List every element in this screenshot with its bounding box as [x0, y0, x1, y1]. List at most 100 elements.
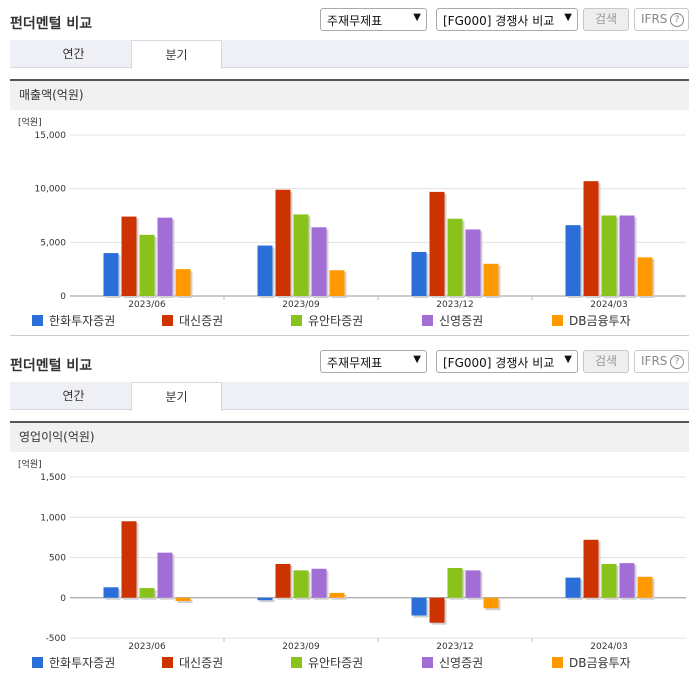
bar[interactable] — [619, 563, 635, 598]
bar[interactable] — [619, 215, 635, 297]
legend-swatch — [552, 657, 563, 668]
fundamental-panel-operating-profit: 펀더멘털 비교 주재무제표 ▼ [FG000] 경쟁사 비교 ▼ 검색 IFRS? … — [0, 342, 696, 684]
tab-annual[interactable]: 연간 — [62, 389, 85, 403]
panel-header: 펀더멘털 비교 주재무제표 ▼ [FG000] 경쟁사 비교 ▼ 검색 IFRS? — [0, 342, 696, 382]
tab-quarter[interactable]: 분기 — [131, 40, 222, 69]
peer-group-select[interactable]: [FG000] 경쟁사 비교 ▼ — [436, 350, 578, 373]
peer-group-select-value: [FG000] 경쟁사 비교 — [443, 14, 555, 28]
bar[interactable] — [447, 218, 463, 296]
legend-label: 신영증권 — [439, 314, 484, 328]
legend-item[interactable]: 유안타증권 — [291, 312, 363, 329]
chevron-down-icon: ▼ — [413, 354, 421, 365]
peer-group-select-value: [FG000] 경쟁사 비교 — [443, 356, 555, 370]
statement-select-value: 주재무제표 — [327, 14, 383, 28]
legend-item[interactable]: 신영증권 — [422, 654, 483, 671]
bar[interactable] — [429, 191, 445, 296]
legend-item[interactable]: 한화투자증권 — [32, 654, 115, 671]
bar[interactable] — [311, 227, 327, 296]
tab-annual[interactable]: 연간 — [62, 47, 85, 61]
chevron-down-icon: ▼ — [564, 12, 572, 23]
peer-group-select[interactable]: [FG000] 경쟁사 비교 ▼ — [436, 8, 578, 31]
bar[interactable] — [175, 597, 191, 601]
legend-item[interactable]: DB금융투자 — [552, 654, 631, 671]
y-tick-label: 1,000 — [40, 513, 66, 523]
bar[interactable] — [157, 552, 173, 598]
x-tick-label: 2023/12 — [436, 300, 473, 309]
x-tick-label: 2023/12 — [436, 642, 473, 651]
chevron-down-icon: ▼ — [564, 354, 572, 365]
legend-label: 유안타증권 — [308, 656, 364, 670]
bar[interactable] — [121, 521, 137, 598]
bar-shadow — [177, 599, 193, 603]
bar[interactable] — [293, 214, 309, 296]
bar[interactable] — [411, 251, 427, 296]
bar[interactable] — [637, 257, 653, 296]
legend-swatch — [32, 315, 43, 326]
bar[interactable] — [275, 189, 291, 296]
bar[interactable] — [565, 577, 581, 598]
legend-label: 한화투자증권 — [49, 314, 116, 328]
tab-quarter[interactable]: 분기 — [131, 382, 222, 411]
statement-select[interactable]: 주재무제표 ▼ — [320, 350, 427, 373]
help-icon[interactable]: ? — [670, 355, 684, 369]
search-button[interactable]: 검색 — [583, 8, 629, 31]
bar[interactable] — [329, 592, 345, 598]
bar[interactable] — [465, 229, 481, 296]
legend-label: 유안타증권 — [308, 314, 364, 328]
bar[interactable] — [139, 588, 155, 598]
x-tick-label: 2024/03 — [590, 300, 627, 309]
bar[interactable] — [465, 570, 481, 598]
bar[interactable] — [293, 570, 309, 598]
y-unit-label: [억원] — [18, 116, 42, 128]
legend-item[interactable]: 대신증권 — [162, 654, 223, 671]
legend-label: 대신증권 — [179, 656, 224, 670]
legend-item[interactable]: 한화투자증권 — [32, 312, 115, 329]
bar[interactable] — [103, 587, 119, 598]
legend-swatch — [32, 657, 43, 668]
legend-swatch — [291, 657, 302, 668]
statement-select[interactable]: 주재무제표 ▼ — [320, 8, 427, 31]
help-icon[interactable]: ? — [670, 13, 684, 27]
search-button[interactable]: 검색 — [583, 350, 629, 373]
bar[interactable] — [601, 563, 617, 598]
y-tick-label: 5,000 — [40, 238, 66, 248]
bar[interactable] — [257, 597, 273, 601]
bar[interactable] — [329, 270, 345, 296]
bar[interactable] — [139, 234, 155, 296]
legend-item[interactable]: 유안타증권 — [291, 654, 363, 671]
legend-swatch — [291, 315, 302, 326]
bar[interactable] — [311, 568, 327, 598]
legend-item[interactable]: 신영증권 — [422, 312, 483, 329]
legend-swatch — [162, 315, 173, 326]
legend-item[interactable]: 대신증권 — [162, 312, 223, 329]
bar[interactable] — [583, 181, 599, 296]
legend-item[interactable]: DB금융투자 — [552, 312, 631, 329]
bar[interactable] — [157, 217, 173, 296]
bar[interactable] — [583, 539, 599, 598]
panel-title: 펀더멘털 비교 — [10, 16, 93, 32]
operating-profit-bar-chart: [억원] 1,500 1,000 500 0 -500 2023/06 2023/09 2023… — [18, 458, 686, 651]
legend-swatch — [552, 315, 563, 326]
ifrs-button[interactable]: IFRS? — [634, 8, 689, 31]
bar[interactable] — [601, 215, 617, 297]
bar[interactable] — [257, 245, 273, 296]
bar[interactable] — [637, 576, 653, 598]
bar[interactable] — [565, 225, 581, 296]
bar[interactable] — [411, 597, 427, 616]
fundamental-panel-revenue: 펀더멘털 비교 주재무제표 ▼ [FG000] 경쟁사 비교 ▼ 검색 IFRS? … — [10, 8, 689, 336]
bar[interactable] — [429, 597, 445, 623]
ifrs-button[interactable]: IFRS? — [634, 350, 689, 373]
bar[interactable] — [447, 567, 463, 598]
bar[interactable] — [175, 269, 191, 296]
bar[interactable] — [483, 263, 499, 296]
y-tick-label: 1,500 — [40, 473, 66, 483]
bar[interactable] — [103, 253, 119, 296]
revenue-bar-chart: [억원] 15,000 10,000 5,000 0 2023/06 2023/09 2023… — [18, 116, 686, 309]
bar[interactable] — [121, 216, 137, 296]
chart-legend: 한화투자증권 대신증권 유안타증권 신영증권 DB금융투자 — [0, 654, 696, 670]
ifrs-label: IFRS — [641, 12, 668, 26]
panel-title: 펀더멘털 비교 — [10, 358, 93, 374]
bar[interactable] — [275, 563, 291, 598]
bar-shadow — [259, 599, 275, 603]
bar[interactable] — [483, 597, 499, 609]
